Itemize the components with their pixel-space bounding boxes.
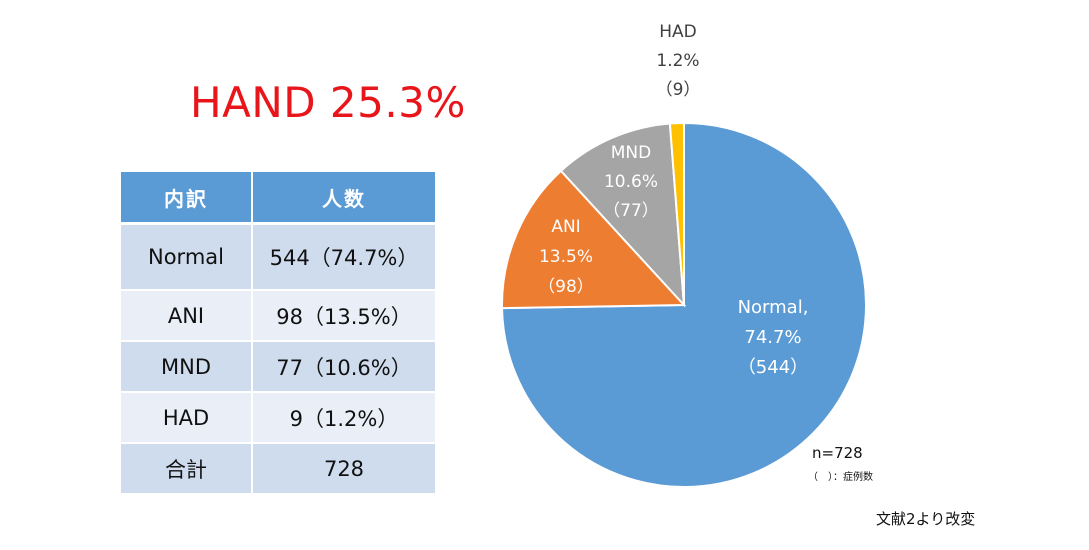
header-category: 内訳 xyxy=(121,172,253,225)
table-row: Normal 544（74.7%） xyxy=(121,225,437,291)
table-row: ANI 98（13.5%） xyxy=(121,291,437,342)
table-row: HAD 9（1.2%） xyxy=(121,393,437,444)
row-count: 728 xyxy=(253,444,437,495)
pie-slice-mnd xyxy=(559,122,686,308)
headline: HAND 25.3% xyxy=(190,78,466,127)
data-label-had: HAD 1.2%（9） xyxy=(656,22,701,100)
header-count: 人数 xyxy=(253,172,437,225)
table-row: MND 77（10.6%） xyxy=(121,342,437,393)
data-label-mnd: MND 10.6%（77） xyxy=(603,143,659,221)
data-label-normal: Normal, 74.7%（544） xyxy=(738,297,809,378)
row-category: HAD xyxy=(121,393,253,444)
row-category: 合計 xyxy=(121,444,253,495)
source-note: 文献2より改変 xyxy=(876,510,976,528)
total-note: n=728 xyxy=(812,444,863,462)
data-label-ani: ANI 13.5%（98） xyxy=(538,217,594,297)
row-count: 9（1.2%） xyxy=(253,393,437,444)
row-count: 77（10.6%） xyxy=(253,342,437,393)
breakdown-table: 内訳 人数 Normal 544（74.7%） ANI 98（13.5%） MN… xyxy=(121,172,437,495)
row-count: 544（74.7%） xyxy=(253,225,437,291)
table-header-row: 内訳 人数 xyxy=(121,172,437,225)
row-count: 98（13.5%） xyxy=(253,291,437,342)
legend-note: （ ）：症例数 xyxy=(808,470,873,483)
pie-slice-had xyxy=(668,121,685,306)
row-category: ANI xyxy=(121,291,253,342)
row-category: Normal xyxy=(121,225,253,291)
pie-slice-ani xyxy=(501,169,687,310)
table-row: 合計 728 xyxy=(121,444,437,495)
row-category: MND xyxy=(121,342,253,393)
